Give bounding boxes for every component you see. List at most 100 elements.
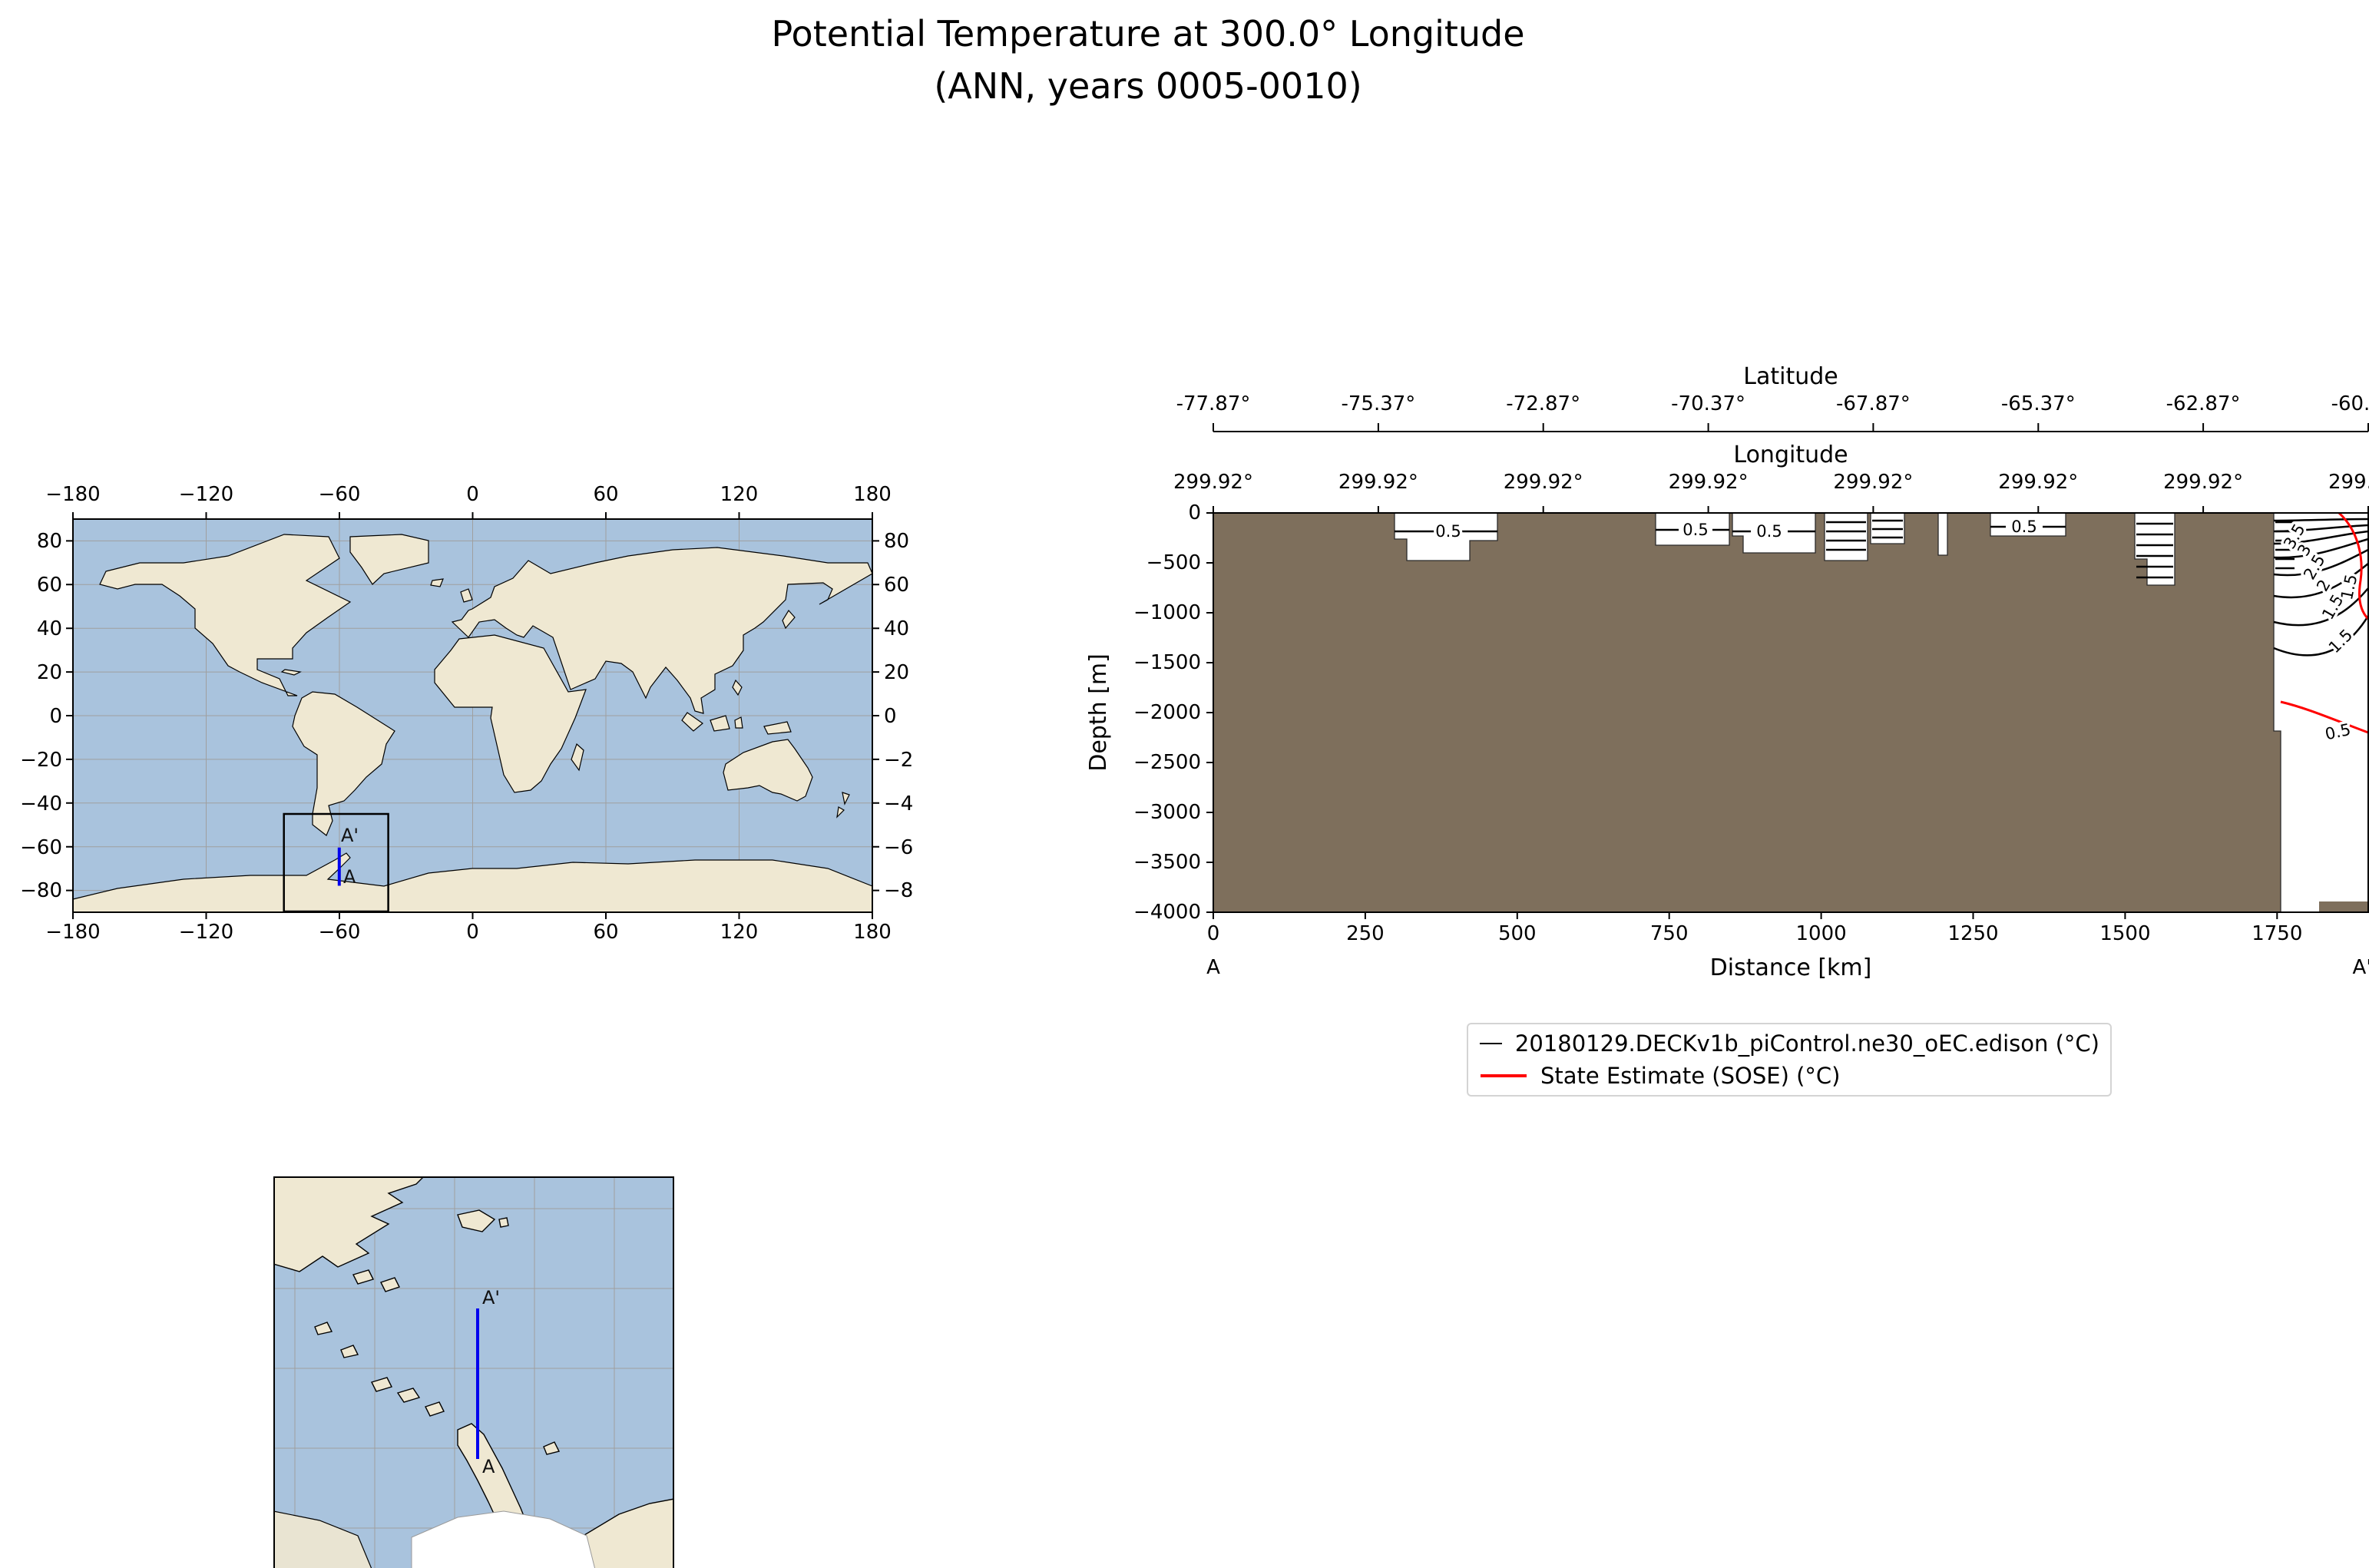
y-tick-label: 20	[884, 661, 909, 684]
title-line-2: (ANN, years 0005-0010)	[934, 65, 1362, 107]
latitude-axis-title: Latitude	[1743, 363, 1838, 390]
x-tick-label: 0	[466, 921, 479, 944]
falkland-islands	[457, 1209, 496, 1232]
lat-tick-label: -60.37°	[2331, 392, 2369, 415]
legend-item-model: 20180129.DECKv1b_piControl.ne30_oEC.edis…	[1479, 1030, 2099, 1057]
map-xticks-top: −180 −120 −60 0 60 120 180	[45, 483, 892, 506]
contour-label: 0.5	[2011, 518, 2036, 536]
contour-line	[2273, 615, 2369, 657]
map-yticks-left: 80 60 40 20 0 −20 −40 −60 −80	[20, 530, 62, 902]
bathymetry-mask	[1213, 513, 2368, 912]
x-tick-label: 60	[593, 921, 618, 944]
x-tick-label: 120	[720, 483, 759, 506]
depth-tick-label: −500	[1146, 551, 1201, 574]
section-start-label: A	[1206, 956, 1220, 979]
legend-label: 20180129.DECKv1b_piControl.ne30_oEC.edis…	[1514, 1030, 2099, 1057]
lon-tick-label: 299.92°	[1338, 471, 1418, 494]
distance-tick-label: 750	[1650, 922, 1689, 945]
lon-tick-label: 299.92°	[2163, 471, 2243, 494]
y-tick-label: 80	[884, 530, 909, 553]
y-tick-label: 60	[37, 574, 62, 597]
lat-tick-label: -72.87°	[1506, 392, 1580, 415]
legend-line-model	[1479, 1043, 1502, 1044]
y-tick-label: 0	[884, 705, 897, 728]
south-shetland-island	[396, 1388, 421, 1403]
depth-tick-label: −1500	[1133, 651, 1201, 674]
ice-covered-land	[273, 1510, 372, 1568]
map-yticks-right: 80 60 40 20 0 −20 −40 −60 −80	[884, 530, 914, 902]
distance-tick-label: 1500	[2099, 922, 2150, 945]
depth-tick-label: −2000	[1133, 701, 1201, 724]
antarctica	[72, 852, 873, 913]
philippines	[732, 679, 743, 696]
transect-end-label: A'	[341, 825, 359, 846]
lat-tick-label: -75.37°	[1341, 392, 1415, 415]
y-tick-label: −40	[884, 792, 914, 815]
lon-tick-label: 299.92°	[1504, 471, 1583, 494]
islet	[380, 1277, 400, 1292]
lat-tick-label: -65.37°	[2001, 392, 2076, 415]
eurasia	[451, 547, 873, 714]
inset-transect-end-label: A'	[482, 1287, 500, 1308]
x-tick-label: −180	[45, 483, 100, 506]
sumatra	[681, 712, 703, 732]
lat-tick-label: -62.87°	[2166, 392, 2241, 415]
latitude-tick-labels: -77.87° -75.37° -72.87° -70.37° -67.87° …	[1176, 392, 2369, 415]
x-tick-label: 60	[593, 483, 618, 506]
distance-tick-label: 250	[1346, 922, 1385, 945]
islet	[352, 1269, 374, 1285]
longitude-tick-labels: 299.92° 299.92° 299.92° 299.92° 299.92° …	[1173, 471, 2369, 494]
inset-map: A' A	[273, 1176, 674, 1568]
legend: 20180129.DECKv1b_piControl.ne30_oEC.edis…	[1467, 1023, 2112, 1097]
y-tick-label: −60	[884, 836, 914, 859]
y-tick-label: −20	[20, 749, 62, 772]
cuba	[280, 669, 302, 676]
distance-tick-labels: 0 250 500 750 1000 1250 1500 1750	[1207, 922, 2303, 945]
y-tick-label: 20	[37, 661, 62, 684]
tierra-del-fuego	[273, 1176, 425, 1272]
south-america	[292, 691, 395, 836]
x-tick-label: −60	[319, 483, 361, 506]
islet	[314, 1322, 333, 1335]
lat-tick-label: -77.87°	[1176, 392, 1251, 415]
depth-tick-label: −1000	[1133, 601, 1201, 624]
sose-contour-line	[2338, 511, 2369, 620]
distance-tick-label: 1250	[1947, 922, 1998, 945]
japan	[782, 609, 796, 630]
y-tick-label: 60	[884, 574, 909, 597]
contour-line	[2273, 538, 2369, 559]
south-shetland-island	[371, 1377, 392, 1392]
x-tick-label: −120	[179, 921, 233, 944]
depth-tick-label: 0	[1188, 501, 1201, 524]
south-shetland-island	[425, 1401, 445, 1417]
distance-axis-title: Distance [km]	[1710, 954, 1872, 981]
sulawesi	[734, 716, 743, 729]
borneo	[710, 715, 730, 732]
y-tick-label: −80	[20, 879, 62, 902]
x-tick-label: 180	[853, 483, 892, 506]
world-map: A' A −180 −120 −60 0 60 120 180 −180 −12…	[20, 483, 914, 944]
x-tick-label: 0	[466, 483, 479, 506]
surface-contour-segments	[1395, 525, 2066, 533]
greenland	[349, 534, 429, 585]
water-pocket	[1824, 512, 1868, 561]
transect-start-label: A	[343, 866, 356, 888]
new-zealand-north	[842, 792, 850, 806]
longitude-axis-title: Longitude	[1733, 442, 1848, 468]
legend-item-sose: State Estimate (SOSE) (°C)	[1479, 1063, 2099, 1089]
lon-tick-label: 299.92°	[1669, 471, 1749, 494]
lat-tick-label: -67.87°	[1836, 392, 1911, 415]
water-pocket	[1937, 512, 1948, 556]
latitude-tick-marks	[1213, 423, 2369, 432]
sose-contour-line	[2280, 700, 2369, 734]
title-line-1: Potential Temperature at 300.0° Longitud…	[771, 13, 1525, 55]
new-zealand-south	[836, 806, 845, 819]
lon-tick-label: 299.92°	[2328, 471, 2369, 494]
depth-tick-label: −4000	[1133, 901, 1201, 924]
y-tick-label: 80	[37, 530, 62, 553]
y-tick-label: 0	[49, 705, 62, 728]
depth-axis-title: Depth [m]	[1085, 653, 1112, 772]
y-tick-label: 40	[884, 617, 909, 640]
y-tick-label: 40	[37, 617, 62, 640]
inset-transect-start-label: A	[482, 1456, 495, 1477]
